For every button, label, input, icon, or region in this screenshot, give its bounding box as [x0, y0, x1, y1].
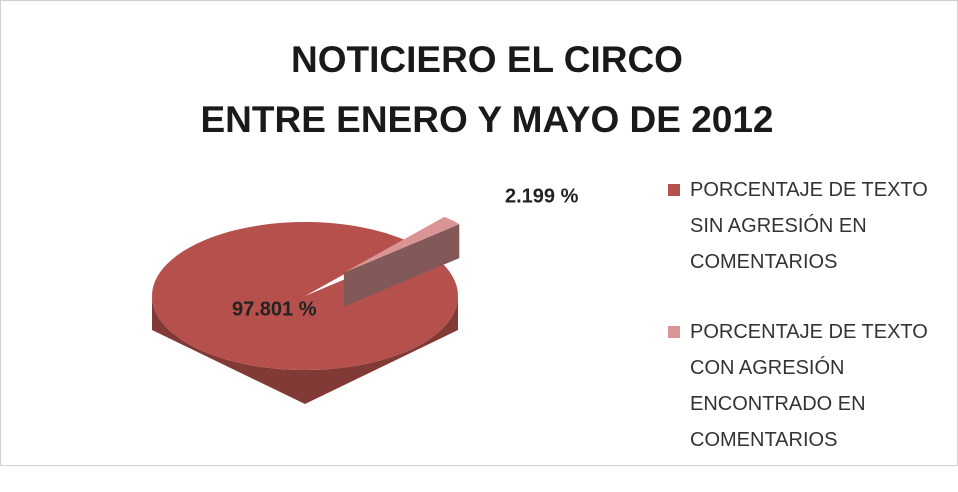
chart-canvas: NOTICIERO EL CIRCO ENTRE ENERO Y MAYO DE…: [0, 0, 958, 466]
legend-label: PORCENTAJE DE TEXTO CON AGRESIÓN ENCONTR…: [690, 321, 928, 451]
legend-entry: PORCENTAJE DE TEXTO CON AGRESIÓN ENCONTR…: [664, 314, 949, 458]
chart-title: NOTICIERO EL CIRCO: [291, 39, 683, 80]
data-label: 2.199 %: [505, 185, 579, 207]
chart: NOTICIERO EL CIRCO ENTRE ENERO Y MAYO DE…: [0, 0, 958, 466]
legend: PORCENTAJE DE TEXTO SIN AGRESIÓN EN COME…: [664, 172, 949, 492]
legend-label: PORCENTAJE DE TEXTO SIN AGRESIÓN EN COME…: [690, 179, 928, 273]
slice-side: [152, 296, 458, 404]
data-label: 97.801 %: [232, 298, 317, 320]
legend-swatch: [668, 326, 680, 338]
slice-face: [343, 224, 460, 307]
slice: [152, 222, 458, 370]
legend-entry: PORCENTAJE DE TEXTO SIN AGRESIÓN EN COME…: [664, 172, 949, 280]
legend-swatch: [668, 184, 680, 196]
slice: [343, 216, 460, 273]
chart-title: ENTRE ENERO Y MAYO DE 2012: [200, 99, 773, 140]
